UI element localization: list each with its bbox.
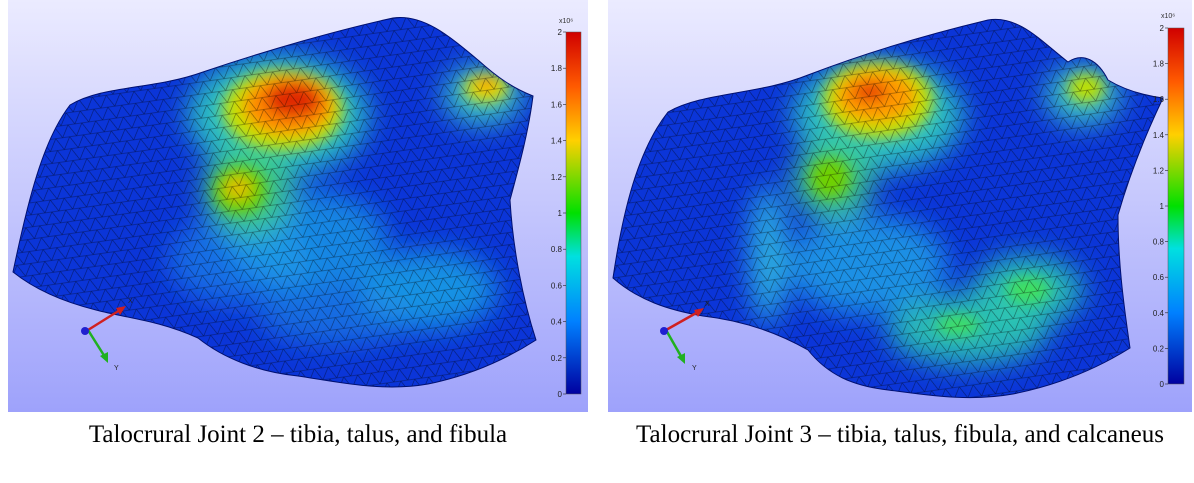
x-axis-label: X <box>128 298 133 305</box>
joint-surface-mesh <box>613 19 1163 398</box>
figure-panel-right: x10⁶ 2 1.8 1.6 1.4 1.2 1 0.8 0.6 0.4 0.2 0 X Y <box>608 0 1192 412</box>
figure-panel-left: x10⁶ 2 1.8 1.6 1.4 1.2 1 0.8 0.6 0.4 0.2 0 X Y <box>8 0 588 412</box>
x-axis-label: X <box>705 301 710 308</box>
colorbar-tick-label: 0.4 <box>1153 309 1165 318</box>
x-axis-arrowhead <box>116 306 126 315</box>
y-axis-arrow <box>86 329 107 358</box>
y-axis-arrowhead <box>100 352 108 363</box>
colorbar-tick-label: 0 <box>558 390 563 399</box>
colorbar-tick-label: 0.6 <box>551 281 563 290</box>
colorbar-tick-label: 1.4 <box>551 137 563 146</box>
axes-triad: X Y <box>660 301 710 372</box>
colorbar-tick-label: 0.8 <box>1153 238 1165 247</box>
colorbar-tick-label: 1 <box>558 209 563 218</box>
colorbar-tick-label: 0.8 <box>551 245 563 254</box>
y-axis-arrowhead <box>677 353 685 364</box>
z-axis-marker <box>660 327 668 335</box>
colorbar-tick-label: 2 <box>1160 24 1165 33</box>
colorbar-multiplier: x10⁶ <box>1161 13 1175 20</box>
colorbar-tick-label: 1.6 <box>1153 95 1165 104</box>
colorbar-gradient <box>1167 27 1185 385</box>
colorbar: x10⁶ 2 1.8 1.6 1.4 1.2 1 0.8 0.6 0.4 0.2 0 <box>1153 13 1185 389</box>
colorbar-tick-label: 2 <box>558 28 563 37</box>
stress-visualization-left: x10⁶ 2 1.8 1.6 1.4 1.2 1 0.8 0.6 0.4 0.2 0 X Y <box>8 0 588 412</box>
colorbar-ticks: 2 1.8 1.6 1.4 1.2 1 0.8 0.6 0.4 0.2 0 <box>551 28 566 399</box>
axes-triad: X Y <box>81 298 133 372</box>
y-axis-label: Y <box>692 365 697 372</box>
x-axis-arrow <box>87 308 121 332</box>
y-axis-arrow <box>664 329 684 359</box>
colorbar-tick-label: 1.8 <box>551 64 563 73</box>
colorbar-tick-label: 0.2 <box>1153 344 1165 353</box>
colorbar-tick-label: 1.6 <box>551 100 563 109</box>
colorbar-tick-label: 1 <box>1160 202 1165 211</box>
colorbar-tick-label: 1.2 <box>1153 166 1165 175</box>
surface-outline <box>12 17 537 388</box>
colorbar-tick-label: 0.2 <box>551 354 563 363</box>
surface-outline <box>612 18 1164 399</box>
x-axis-arrow <box>665 310 699 332</box>
colorbar: x10⁶ 2 1.8 1.6 1.4 1.2 1 0.8 0.6 0.4 0.2 0 <box>551 18 582 399</box>
colorbar-tick-label: 0.4 <box>551 318 563 327</box>
colorbar-tick-label: 1.2 <box>551 173 563 182</box>
z-axis-marker <box>81 327 89 335</box>
colorbar-tick-label: 0 <box>1160 380 1165 389</box>
x-axis-arrowhead <box>694 308 704 317</box>
y-axis-label: Y <box>114 365 119 372</box>
figure-caption-left: Talocrural Joint 2 – tibia, talus, and f… <box>88 421 508 448</box>
colorbar-ticks: 2 1.8 1.6 1.4 1.2 1 0.8 0.6 0.4 0.2 0 <box>1153 24 1168 389</box>
colorbar-tick-label: 1.8 <box>1153 60 1165 69</box>
colorbar-gradient <box>565 31 582 395</box>
stress-visualization-right: x10⁶ 2 1.8 1.6 1.4 1.2 1 0.8 0.6 0.4 0.2 0 X Y <box>608 0 1192 412</box>
colorbar-tick-label: 1.4 <box>1153 131 1165 140</box>
colorbar-multiplier: x10⁶ <box>559 18 573 25</box>
figure-caption-right: Talocrural Joint 3 – tibia, talus, fibul… <box>636 421 1164 448</box>
colorbar-tick-label: 0.6 <box>1153 273 1165 282</box>
